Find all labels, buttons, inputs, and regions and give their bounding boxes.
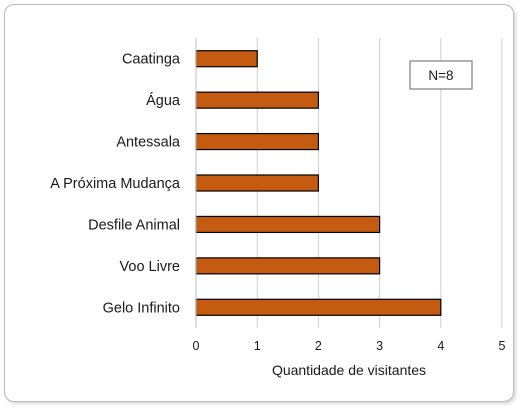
category-label: A Próxima Mudança bbox=[50, 176, 181, 192]
category-label: Desfile Animal bbox=[88, 217, 180, 233]
bar bbox=[195, 298, 442, 316]
category-label: Voo Livre bbox=[120, 259, 180, 275]
category-label: Caatinga bbox=[122, 52, 181, 68]
bar bbox=[195, 215, 381, 234]
category-labels: Caatinga Água Antessala A Próxima Mudança De… bbox=[50, 52, 181, 317]
x-tick-label: 5 bbox=[499, 339, 506, 353]
bar bbox=[195, 132, 320, 151]
bars bbox=[195, 50, 442, 316]
bar bbox=[195, 50, 258, 68]
x-tick-label: 4 bbox=[437, 339, 444, 353]
bar bbox=[195, 91, 320, 109]
x-tick-label: 2 bbox=[315, 339, 322, 353]
annotation-text: N=8 bbox=[428, 68, 453, 83]
x-tick-label: 1 bbox=[254, 339, 261, 353]
x-axis-title: Quantidade de visitantes bbox=[272, 362, 426, 378]
bar bbox=[195, 257, 381, 275]
category-label: Gelo Infinito bbox=[103, 300, 180, 316]
x-tick-label: 0 bbox=[193, 339, 200, 353]
bar bbox=[195, 174, 320, 192]
category-label: Antessala bbox=[116, 135, 181, 151]
x-tick-label: 3 bbox=[376, 339, 383, 353]
category-label: Água bbox=[146, 92, 181, 109]
annotation-box: N=8 bbox=[409, 60, 473, 90]
annotation-frame bbox=[409, 60, 473, 90]
x-tick-labels: 0 1 2 3 4 5 bbox=[193, 339, 506, 353]
